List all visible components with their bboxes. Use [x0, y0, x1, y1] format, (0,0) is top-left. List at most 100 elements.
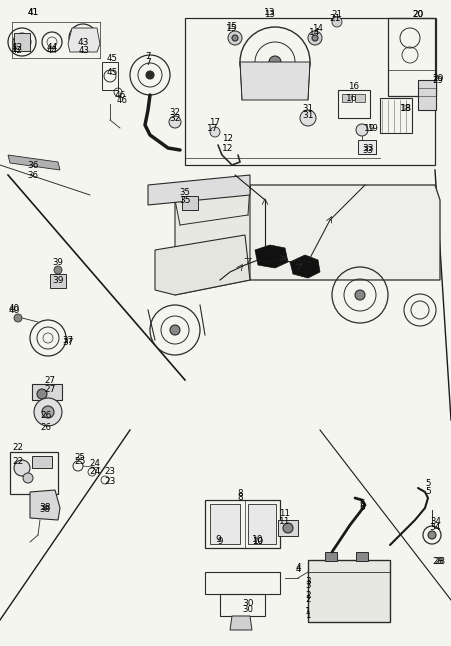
Polygon shape [148, 175, 250, 205]
Polygon shape [245, 185, 440, 280]
Text: 38: 38 [39, 503, 51, 512]
Bar [278, 520, 298, 536]
Circle shape [14, 460, 30, 476]
Text: 6: 6 [359, 503, 365, 512]
Text: 12: 12 [222, 143, 234, 152]
Text: 26: 26 [41, 424, 51, 433]
Text: 18: 18 [400, 103, 412, 112]
Circle shape [232, 35, 238, 41]
Circle shape [14, 314, 22, 322]
Text: 9: 9 [215, 536, 221, 545]
Text: 41: 41 [28, 8, 38, 17]
Bar [14, 33, 30, 51]
Circle shape [42, 406, 54, 418]
Text: 37: 37 [63, 335, 74, 344]
Bar [358, 140, 376, 154]
Circle shape [34, 398, 62, 426]
Text: 19: 19 [364, 123, 376, 132]
Text: 43: 43 [77, 37, 89, 47]
Text: 40: 40 [8, 306, 20, 315]
Text: 16: 16 [346, 94, 358, 103]
Circle shape [300, 110, 316, 126]
Bar [338, 90, 370, 118]
Text: 14: 14 [313, 23, 323, 32]
Circle shape [54, 266, 62, 274]
Text: 33: 33 [363, 145, 373, 154]
Text: 40: 40 [9, 304, 19, 313]
Bar [356, 552, 368, 561]
Circle shape [428, 531, 436, 539]
Text: 42: 42 [11, 43, 23, 52]
Circle shape [37, 389, 47, 399]
Bar [388, 18, 436, 96]
Text: 11: 11 [279, 517, 291, 526]
Text: 41: 41 [28, 8, 39, 17]
Bar [342, 94, 352, 102]
Text: 22: 22 [13, 444, 23, 452]
Text: 7: 7 [145, 52, 151, 61]
Bar [10, 452, 58, 494]
Text: 28: 28 [433, 557, 444, 567]
Bar [355, 94, 365, 102]
Text: 5: 5 [425, 488, 431, 497]
Polygon shape [290, 255, 320, 278]
Text: 46: 46 [116, 96, 128, 105]
Text: 1: 1 [305, 610, 311, 620]
Polygon shape [8, 155, 60, 170]
Bar [102, 62, 118, 90]
Text: 20: 20 [412, 10, 423, 19]
Text: 12: 12 [222, 134, 234, 143]
Text: 17: 17 [210, 118, 221, 127]
Text: 15: 15 [226, 23, 238, 32]
Text: 14: 14 [309, 28, 321, 37]
Text: 34: 34 [429, 523, 441, 532]
Text: 16: 16 [349, 81, 359, 90]
Text: 19: 19 [367, 123, 377, 132]
Text: 23: 23 [105, 468, 115, 477]
Text: 43: 43 [78, 45, 89, 54]
Circle shape [356, 124, 368, 136]
Bar [32, 456, 52, 468]
Text: 27: 27 [45, 375, 55, 384]
Text: 8: 8 [237, 494, 243, 503]
Text: 44: 44 [46, 43, 58, 52]
Text: 3: 3 [305, 578, 311, 587]
Text: 9: 9 [217, 537, 223, 547]
Text: 34: 34 [431, 517, 442, 526]
Polygon shape [155, 235, 250, 295]
Bar [50, 274, 66, 288]
Text: 45: 45 [106, 54, 118, 63]
Text: 31: 31 [303, 103, 313, 112]
Text: 44: 44 [46, 45, 57, 54]
Circle shape [169, 116, 181, 128]
Polygon shape [240, 62, 310, 100]
Text: 32: 32 [170, 107, 180, 116]
Polygon shape [230, 616, 252, 630]
Text: 46: 46 [114, 90, 126, 99]
Text: 18: 18 [400, 103, 411, 112]
Bar [380, 98, 412, 133]
Circle shape [283, 523, 293, 533]
Text: 25: 25 [74, 453, 86, 463]
Text: 2: 2 [305, 596, 311, 605]
Circle shape [332, 17, 342, 27]
Text: 32: 32 [169, 114, 181, 123]
Text: 24: 24 [89, 459, 101, 468]
Bar [210, 504, 240, 544]
Text: 23: 23 [104, 477, 116, 486]
Polygon shape [255, 245, 288, 268]
Circle shape [146, 71, 154, 79]
Text: 30: 30 [243, 605, 253, 614]
Polygon shape [30, 490, 60, 520]
Text: 37: 37 [62, 337, 74, 346]
Text: 10: 10 [252, 536, 264, 545]
Text: 45: 45 [106, 67, 118, 76]
Text: 38: 38 [40, 506, 51, 514]
Text: 15: 15 [226, 21, 238, 30]
Text: 8: 8 [237, 490, 243, 499]
Circle shape [269, 56, 281, 68]
Text: 2: 2 [305, 592, 311, 601]
Text: 22: 22 [12, 457, 23, 466]
Text: 29: 29 [433, 76, 443, 85]
Text: 3: 3 [305, 581, 311, 590]
